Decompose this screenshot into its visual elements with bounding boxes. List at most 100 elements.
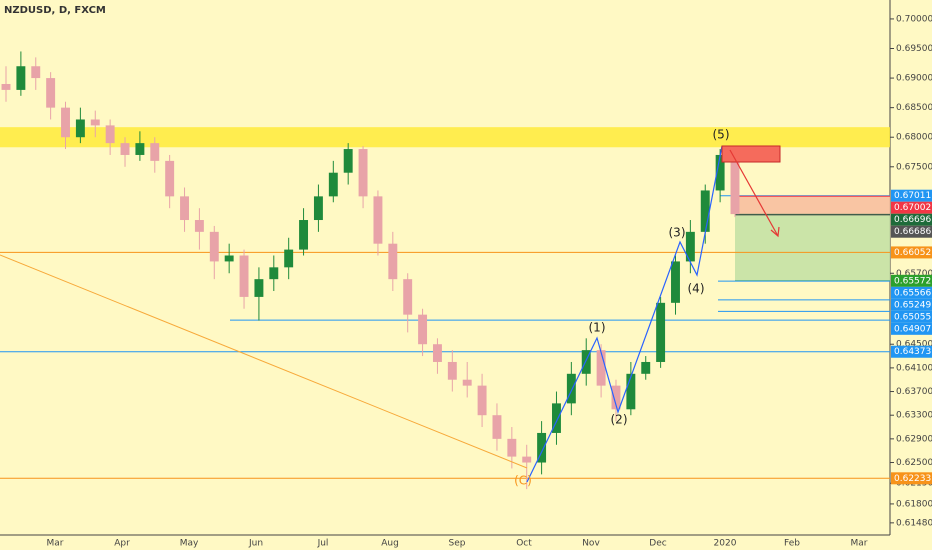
candle-body [209,231,219,262]
candle-body [700,190,710,232]
stop-box [735,195,890,215]
y-tick-label: 0.69500 [896,44,932,54]
candle-body [581,350,591,374]
price-label-box [891,345,932,358]
y-tick-label: 0.68000 [896,133,932,143]
candle-body [462,379,472,386]
wave-label: (5) [713,128,730,142]
x-tick-label: Jul [317,539,329,549]
trend-line [0,254,528,469]
candle-body [46,78,56,108]
y-tick-label: 0.68500 [896,103,932,113]
candle-body [730,154,740,215]
candle-body [492,415,502,439]
candle-body [447,361,457,380]
price-label: 0.65572 [894,276,931,286]
x-tick-label: Oct [516,539,532,549]
candle-body [477,385,487,416]
candle-body [135,143,145,155]
candle-body [31,66,41,79]
candle-body [403,279,413,315]
price-label-box [891,472,932,485]
candle-body [1,83,11,90]
candle-body [105,125,115,144]
candle-body [418,314,428,345]
candle-body [388,243,398,280]
wave-path [526,145,723,483]
wave-label: (C) [514,474,532,488]
price-label-box [891,322,932,335]
y-tick-label: 0.70000 [896,14,932,24]
wave-label: (4) [688,282,705,296]
price-label: 0.65249 [894,300,931,310]
x-tick-label: 2020 [714,539,737,549]
price-label: 0.66686 [894,227,931,237]
candle-body [150,143,160,161]
candle-body [16,66,26,90]
candle-body [269,267,279,280]
candle-body [373,196,383,244]
candle-body [626,373,636,410]
candle-body [715,154,725,191]
chart-title: NZDUSD, D, FXCM [4,5,106,16]
candle-body [656,302,666,362]
target-box [721,145,781,163]
price-label: 0.62233 [894,474,931,484]
price-label: 0.65055 [894,312,931,322]
y-tick-label: 0.62500 [896,458,932,468]
y-tick-label: 0.61480 [896,518,932,528]
price-label-box [891,213,932,226]
y-tick-label: 0.64500 [896,340,932,350]
candle-body [522,456,532,463]
x-tick-label: May [180,539,199,549]
y-tick-label: 0.63700 [896,387,932,397]
candle-body [194,220,204,232]
price-label: 0.65566 [894,288,931,298]
candle-body [120,143,130,155]
candle-body [254,279,264,297]
x-tick-label: Apr [114,539,130,549]
x-tick-label: Aug [381,539,399,549]
candle-body [61,107,70,138]
price-label-box [891,189,932,202]
candle-body [313,196,323,221]
price-label-box [891,246,932,259]
price-label-box [891,225,932,238]
candle-body [284,249,294,268]
candle-body [180,196,189,221]
candle-body [343,149,353,173]
x-tick-label: Sep [449,539,466,549]
y-tick-label: 0.69000 [896,74,932,84]
candle-body [507,438,517,457]
candle-body [566,373,576,404]
arrow [729,149,779,237]
price-label: 0.67011 [894,191,931,201]
candle-body [224,255,234,262]
y-tick-label: 0.63300 [896,411,932,421]
candle-body [611,385,621,410]
x-tick-label: Mar [851,539,868,549]
price-label: 0.67002 [894,203,931,213]
candle-body [537,432,547,463]
price-label-box [891,274,932,287]
candle-body [328,172,338,197]
x-tick-label: Feb [784,539,800,549]
price-label-box [891,201,932,214]
x-tick-label: Dec [649,539,666,549]
candle-body [685,231,695,262]
candle-body [239,255,249,297]
candle-body [299,220,309,250]
candle-body [552,403,561,433]
resistance-zone [0,127,890,148]
candle-body [596,350,606,386]
arrow-head [770,226,780,238]
candle-body [671,261,680,303]
time-axis [0,535,890,550]
y-tick-label: 0.67500 [896,162,932,172]
price-label-box [891,298,932,311]
candle-body [358,149,368,197]
candle-body [165,160,175,197]
x-tick-label: Mar [47,539,64,549]
wave-label: (2) [611,413,628,427]
